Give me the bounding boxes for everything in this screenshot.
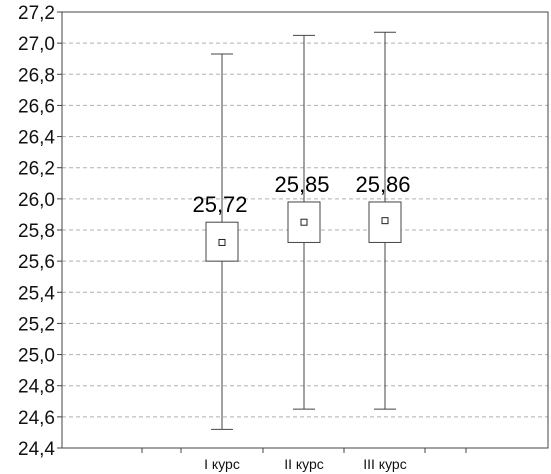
y-tick-label: 26,0	[18, 190, 55, 211]
y-tick-label: 25,0	[18, 346, 55, 367]
mean-marker	[381, 217, 389, 225]
y-tick-label: 26,8	[18, 65, 55, 86]
y-tick-label: 27,0	[18, 34, 55, 55]
mean-marker	[300, 218, 308, 226]
x-category-label: II курс	[284, 456, 324, 472]
y-tick-label: 24,8	[18, 377, 55, 398]
y-tick-label: 26,2	[18, 159, 55, 180]
y-tick-label: 26,6	[18, 96, 55, 117]
y-tick-label: 27,2	[18, 3, 55, 24]
data-labels: 25,72 25,85 25,86	[192, 172, 410, 217]
x-axis-ticks	[141, 448, 467, 453]
data-label: 25,86	[355, 172, 410, 197]
x-category-label: I курс	[204, 456, 240, 472]
box	[287, 201, 321, 243]
data-label: 25,72	[192, 192, 247, 217]
y-axis-tick-labels: 24,4 24,6 24,8 25,0 25,2 25,4 25,6 25,8 26,0 26,2…	[18, 3, 62, 460]
y-tick-label: 26,4	[18, 128, 55, 149]
y-tick-label: 24,4	[18, 439, 55, 460]
mean-marker	[218, 238, 226, 246]
y-tick-label: 25,8	[18, 221, 55, 242]
x-axis-category-labels: I курс II курс III курс	[204, 456, 407, 472]
grid-lines	[62, 42, 548, 418]
y-tick-label: 25,6	[18, 252, 55, 273]
box-series	[205, 31, 402, 430]
y-tick-label: 25,4	[18, 283, 55, 304]
data-label: 25,85	[274, 172, 329, 197]
y-tick-label: 25,2	[18, 314, 55, 335]
y-tick-label: 24,6	[18, 408, 55, 429]
x-category-label: III курс	[363, 456, 406, 472]
